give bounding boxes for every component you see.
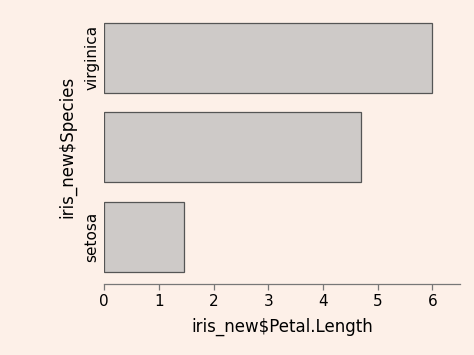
Y-axis label: iris_new$Species: iris_new$Species (58, 76, 76, 218)
Bar (104, 202, 184, 272)
Bar (104, 113, 361, 182)
Bar (104, 23, 432, 93)
X-axis label: iris_new$Petal.Length: iris_new$Petal.Length (191, 318, 373, 336)
